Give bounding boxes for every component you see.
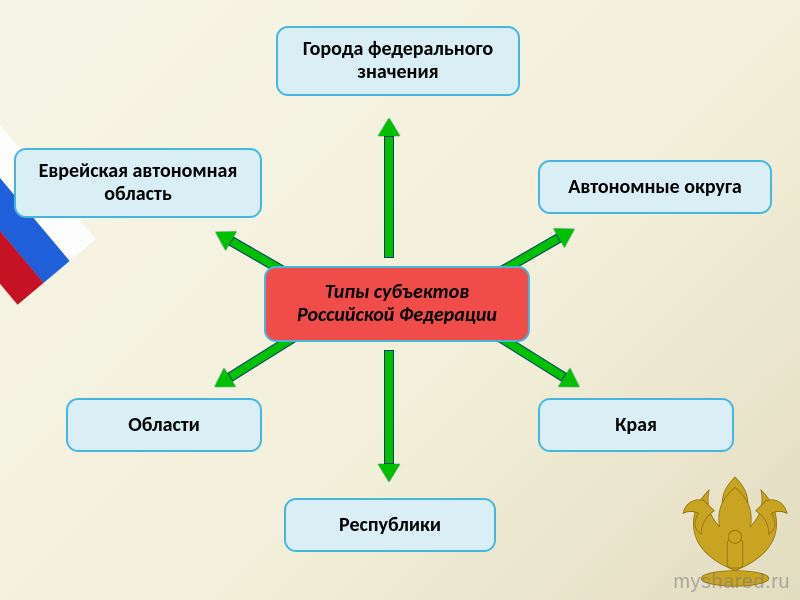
- watermark-text: myshared.ru: [673, 571, 790, 593]
- node-label: Края: [615, 414, 657, 437]
- node-br: Края: [538, 398, 734, 452]
- slide: Типы субъектовРоссийской Федерации Город…: [0, 0, 800, 600]
- center-node: Типы субъектовРоссийской Федерации: [264, 266, 530, 342]
- arrow-to-bottom: [380, 350, 398, 482]
- node-label: Еврейская автономнаяобласть: [39, 160, 238, 206]
- node-label: Автономные округа: [568, 176, 742, 199]
- center-label: Типы субъектовРоссийской Федерации: [297, 281, 497, 327]
- node-label: Области: [128, 414, 200, 437]
- node-bl: Области: [66, 398, 262, 452]
- arrow-to-top: [380, 118, 398, 258]
- node-tr: Автономные округа: [538, 160, 772, 214]
- node-tl: Еврейская автономнаяобласть: [14, 148, 262, 218]
- watermark: myshared.ru: [673, 571, 790, 594]
- node-top: Города федеральногозначения: [276, 26, 520, 96]
- node-bottom: Республики: [284, 498, 496, 552]
- node-label: Республики: [339, 514, 441, 537]
- node-label: Города федеральногозначения: [303, 38, 493, 84]
